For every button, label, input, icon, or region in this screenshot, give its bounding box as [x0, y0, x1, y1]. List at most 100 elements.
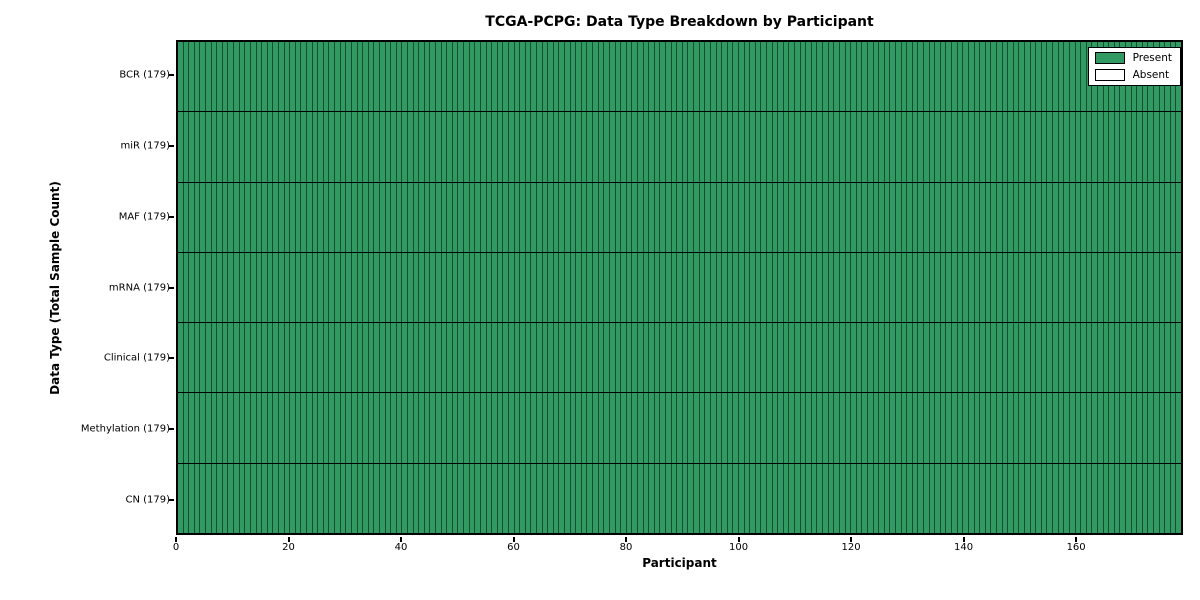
cell-present — [406, 112, 413, 182]
cell-present — [1035, 252, 1041, 323]
cell-present — [1130, 393, 1137, 463]
cell-present — [1108, 323, 1114, 393]
cell-present — [777, 42, 783, 112]
cell-present — [715, 393, 722, 463]
cell-present — [474, 42, 480, 112]
cell-present — [193, 182, 200, 252]
cell-present — [205, 252, 211, 323]
cell-present — [1096, 323, 1103, 393]
cell-present — [378, 393, 385, 463]
cell-present — [552, 112, 559, 182]
cell-present — [956, 252, 963, 323]
cell-present — [631, 463, 637, 533]
cell-present — [547, 112, 553, 182]
cell-present — [334, 323, 340, 393]
cell-present — [210, 252, 217, 323]
cell-present — [575, 393, 581, 463]
x-tick-mark — [962, 537, 965, 542]
cell-present — [300, 463, 307, 533]
cell-present — [934, 112, 940, 182]
cell-present — [1046, 323, 1053, 393]
cell-present — [378, 42, 385, 112]
cell-present — [765, 393, 772, 463]
cell-present — [1113, 252, 1120, 323]
cell-present — [362, 42, 368, 112]
cell-present — [178, 463, 183, 533]
cell-present — [1057, 112, 1064, 182]
cell-present — [693, 323, 699, 393]
cell-present — [1164, 323, 1170, 393]
cell-present — [479, 252, 486, 323]
cell-present — [967, 393, 974, 463]
cell-present — [1040, 323, 1047, 393]
cell-present — [199, 252, 206, 323]
cell-present — [238, 182, 245, 252]
cell-present — [603, 323, 609, 393]
cell-present — [878, 463, 884, 533]
cell-present — [418, 252, 424, 323]
cell-present — [1057, 42, 1064, 112]
cell-present — [1001, 42, 1008, 112]
cell-present — [1040, 393, 1047, 463]
plot-area — [176, 40, 1183, 535]
cell-present — [906, 112, 912, 182]
cell-present — [1108, 252, 1114, 323]
cell-present — [648, 252, 654, 323]
cell-present — [794, 463, 800, 533]
cell-present — [193, 393, 200, 463]
cell-present — [1091, 393, 1097, 463]
cell-present — [979, 42, 985, 112]
cell-present — [687, 393, 694, 463]
cell-present — [878, 112, 884, 182]
cell-present — [620, 112, 626, 182]
cell-present — [524, 323, 531, 393]
cell-present — [608, 463, 615, 533]
cell-present — [698, 252, 705, 323]
cell-present — [782, 42, 789, 112]
cell-present — [1096, 252, 1103, 323]
cell-present — [1091, 112, 1097, 182]
cell-present — [378, 182, 385, 252]
cell-present — [569, 252, 576, 323]
cell-present — [429, 182, 436, 252]
cell-present — [317, 42, 323, 112]
cell-present — [1052, 42, 1058, 112]
legend-label: Absent — [1132, 69, 1170, 81]
cell-present — [995, 323, 1002, 393]
cell-present — [339, 463, 346, 533]
cell-present — [760, 42, 766, 112]
cell-present — [625, 42, 632, 112]
cell-present — [631, 393, 637, 463]
cell-present — [205, 112, 211, 182]
cell-present — [586, 112, 593, 182]
x-tick-mark — [1075, 537, 1078, 542]
cell-present — [485, 182, 492, 252]
y-tick-label-BCR: BCR (179) — [119, 69, 170, 81]
cell-present — [580, 112, 587, 182]
cell-present — [676, 112, 682, 182]
cell-present — [1040, 182, 1047, 252]
cell-present — [564, 393, 570, 463]
cell-present — [586, 463, 593, 533]
cell-present — [390, 112, 396, 182]
cell-present — [883, 323, 890, 393]
cell-present — [670, 112, 677, 182]
cell-present — [973, 252, 980, 323]
cell-present — [1035, 42, 1041, 112]
cell-present — [614, 252, 621, 323]
cell-present — [704, 463, 710, 533]
cell-present — [244, 323, 250, 393]
cell-present — [878, 252, 884, 323]
cell-present — [266, 393, 273, 463]
cell-present — [345, 463, 351, 533]
cell-present — [1119, 323, 1125, 393]
cell-present — [216, 112, 222, 182]
cell-present — [233, 42, 239, 112]
cell-present — [822, 393, 828, 463]
cell-present — [614, 42, 621, 112]
cell-present — [676, 182, 682, 252]
cell-present — [1096, 393, 1103, 463]
cell-present — [401, 42, 407, 112]
cell-present — [182, 393, 189, 463]
cell-present — [429, 463, 436, 533]
